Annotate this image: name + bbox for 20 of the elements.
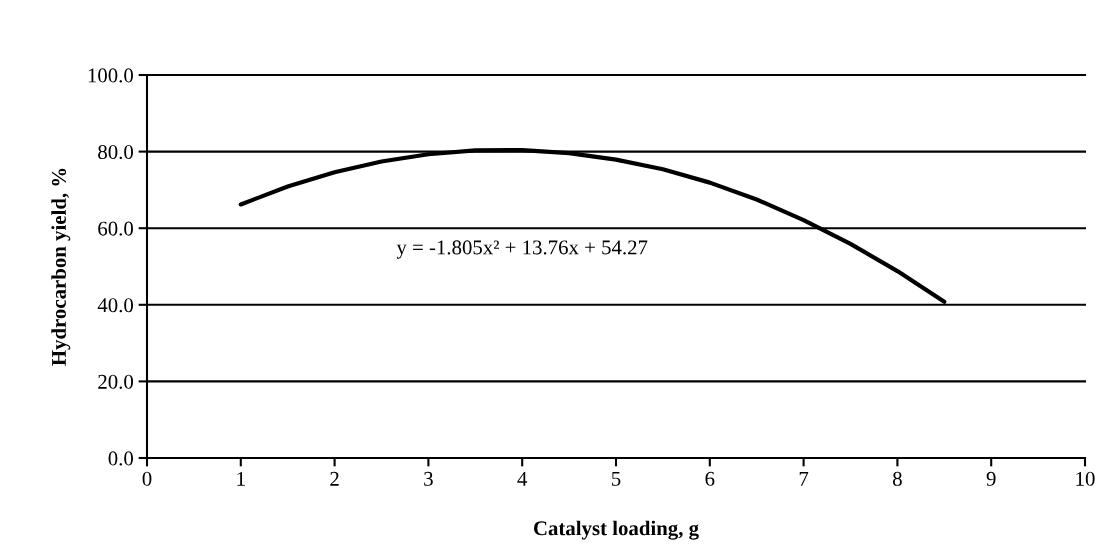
x-tick-label: 7 [799,472,809,486]
x-tick-label: 2 [330,471,339,486]
y-tick-label: 100.0 [88,68,134,83]
y-tick-label: 0.0 [108,451,134,466]
x-tick-label: 0 [142,471,152,486]
x-tick-label: 6 [705,471,715,486]
x-tick-label: 1 [237,471,245,486]
y-tick-label: 40.0 [97,298,134,313]
x-tick-label: 9 [986,471,996,486]
x-tick-label: 4 [517,471,528,486]
y-tick-label: 80.0 [98,144,134,160]
annotation: y = -1.805x² + 13.76x + 54.27 [396,240,648,259]
x-tick-label: 8 [892,471,902,486]
x-tick-label: 5 [612,472,621,486]
y-tick-label: 20.0 [98,374,134,389]
x-tick-label: 3 [424,471,433,486]
x-axis-title: Catalyst loading, g [533,520,699,540]
y-tick-label: 60.0 [98,221,134,236]
x-tick-label: 10 [1076,471,1095,486]
y-axis-title: Hydrocarbon yield, % [51,168,71,366]
